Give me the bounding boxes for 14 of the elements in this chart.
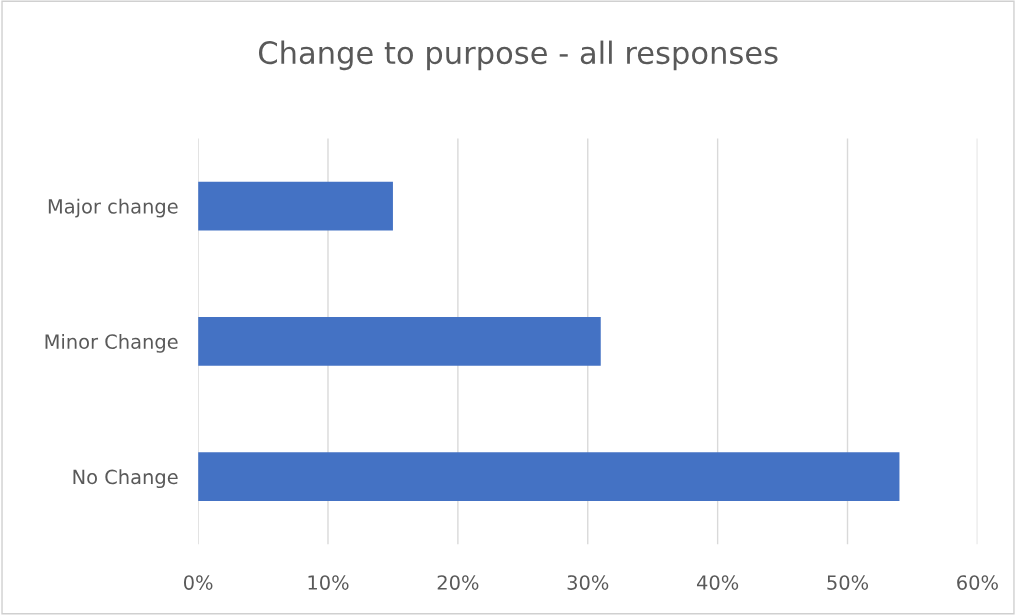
bar <box>198 181 393 231</box>
x-tick-label: 0% <box>183 575 213 590</box>
x-tick-label: 20% <box>437 575 479 590</box>
bar <box>198 316 601 366</box>
bar <box>198 452 900 501</box>
y-tick-label: Major change <box>48 198 178 218</box>
y-tick-label: No Change <box>73 469 178 489</box>
x-tick-label: 50% <box>827 575 869 590</box>
chart-title: Change to purpose - all responses <box>258 40 778 71</box>
y-tick-label: Minor Change <box>45 333 178 353</box>
x-tick-label: 40% <box>696 575 739 590</box>
x-tick-label: 60% <box>957 575 998 590</box>
x-tick-label: 10% <box>308 575 349 590</box>
x-tick-label: 30% <box>567 575 609 590</box>
